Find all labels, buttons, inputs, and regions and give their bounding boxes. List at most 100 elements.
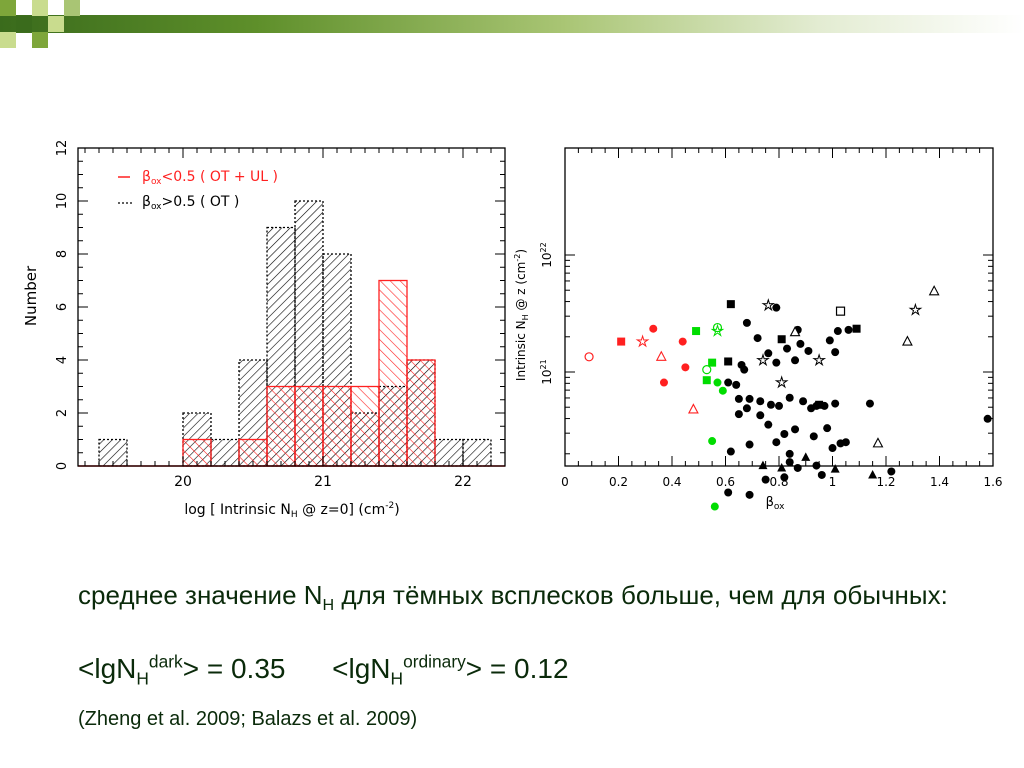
legend-entry-red: βox<0.5 ( OT + UL ) [142,169,278,187]
x-tick-label: 1.2 [876,475,895,489]
header-square-decoration [64,0,80,16]
x-tick-label: 21 [314,474,332,490]
point-filled-circle-black [780,473,789,482]
point-filled-circle-black [745,490,754,499]
point-filled-circle-black [791,356,800,365]
point-filled-square-black [852,324,861,333]
x-tick-label: 0.2 [609,475,628,489]
point-filled-circle-black [734,394,743,403]
point-filled-circle-black [740,365,749,374]
point-filled-square-green [692,327,701,336]
point-filled-circle-black [796,339,805,348]
histogram-chart: 20 21 22 0 2 4 6 8 10 12 βox<0.5 ( OT + UL ) βox>… [22,140,506,520]
point-open-triangle-red [655,350,667,361]
point-filled-circle-black [772,303,781,312]
point-filled-circle-green [708,437,717,446]
point-filled-circle-green [718,386,727,395]
y-tick-label: 4 [55,356,70,364]
point-open-triangle-black [901,335,913,346]
main-statement: среднее значение NH для тёмных всплесков… [78,580,948,615]
point-star-red [635,334,650,348]
point-filled-circle-black [817,470,826,479]
point-filled-circle-black [983,414,992,423]
point-open-circle-red [584,352,594,362]
point-filled-triangle-black [801,452,811,461]
point-filled-square-green [708,358,717,367]
point-filled-circle-red [681,363,690,372]
point-star-black [908,302,923,316]
point-open-triangle-black [928,285,940,296]
x-tick-label: 22 [454,474,472,490]
point-filled-circle-black [799,397,808,406]
point-filled-square-green [702,376,711,385]
point-filled-circle-black [724,488,733,497]
x-tick-label: 0.4 [662,475,681,489]
histogram-bar-red [266,385,296,467]
point-filled-circle-black [887,467,896,476]
header-square-decoration [0,0,16,16]
histogram-bar-red [350,385,380,467]
point-filled-circle-black [753,334,762,343]
point-filled-circle-black [809,432,818,441]
histogram-bar-red [378,279,408,467]
point-filled-circle-black [745,440,754,449]
y-tick-label: 10 [55,193,70,210]
point-filled-circle-black [766,400,775,409]
point-filled-circle-black [726,447,735,456]
point-open-circle-green [702,365,712,375]
point-filled-triangle-black [830,464,840,473]
y-axis-label: Intrinsic NH @ z (cm-2) [513,249,530,381]
x-tick-label: 0 [561,475,569,489]
point-filled-square-red [617,337,626,346]
point-filled-circle-black [812,461,821,470]
point-filled-circle-black [761,475,770,484]
point-filled-circle-black [783,344,792,353]
point-filled-circle-black [756,411,765,420]
point-open-triangle-black [872,437,884,448]
point-filled-circle-black [785,393,794,402]
citation: (Zheng et al. 2009; Balazs et al. 2009) [78,708,418,730]
point-open-triangle-black [789,326,801,337]
header-square-decoration [0,32,16,48]
point-filled-circle-black [793,463,802,472]
scatter-points [584,285,992,511]
x-tick-label: 1.4 [930,475,949,489]
formula-line: <lgNHdark> = 0.35 <lgNHordinary> = 0.12 [78,652,569,690]
point-filled-circle-black [841,438,850,447]
legend-entry-black: βox>0.5 ( OT ) [142,194,239,212]
point-filled-square-black [724,357,733,366]
point-filled-circle-red [659,378,668,387]
histogram-ticks: 20 21 22 0 2 4 6 8 10 12 [55,140,505,490]
point-filled-circle-black [724,378,733,387]
y-tick-label: 2 [55,409,70,417]
y-tick-label: 6 [55,303,70,311]
histogram-bars [78,200,505,467]
point-filled-triangle-black [777,462,787,472]
point-filled-circle-black [823,424,832,433]
histogram-bar-red [406,359,436,467]
x-axis-label: log [ Intrinsic NH @ z=0] (cm-2) [184,501,399,520]
point-filled-circle-green [713,378,722,387]
y-tick-label: 1021 [539,359,554,384]
point-filled-circle-black [772,358,781,367]
point-filled-circle-black [791,425,800,434]
histogram-bar-red [294,385,324,467]
point-open-triangle-red [687,403,699,414]
point-filled-circle-black [745,394,754,403]
point-filled-square-black [815,400,824,409]
x-axis-label: βox [766,495,786,512]
point-filled-triangle-black [868,469,878,479]
point-filled-circle-black [742,318,751,327]
y-tick-label: 8 [55,250,70,258]
y-axis-label: Number [22,265,40,326]
point-filled-circle-black [764,349,773,358]
point-star-green [710,323,725,337]
point-filled-triangle-black [758,460,768,470]
point-filled-circle-black [742,404,751,413]
header-square-decoration [32,0,48,16]
point-filled-circle-red [649,324,658,333]
point-filled-circle-black [756,397,765,406]
header-gradient-bar [0,15,1024,33]
